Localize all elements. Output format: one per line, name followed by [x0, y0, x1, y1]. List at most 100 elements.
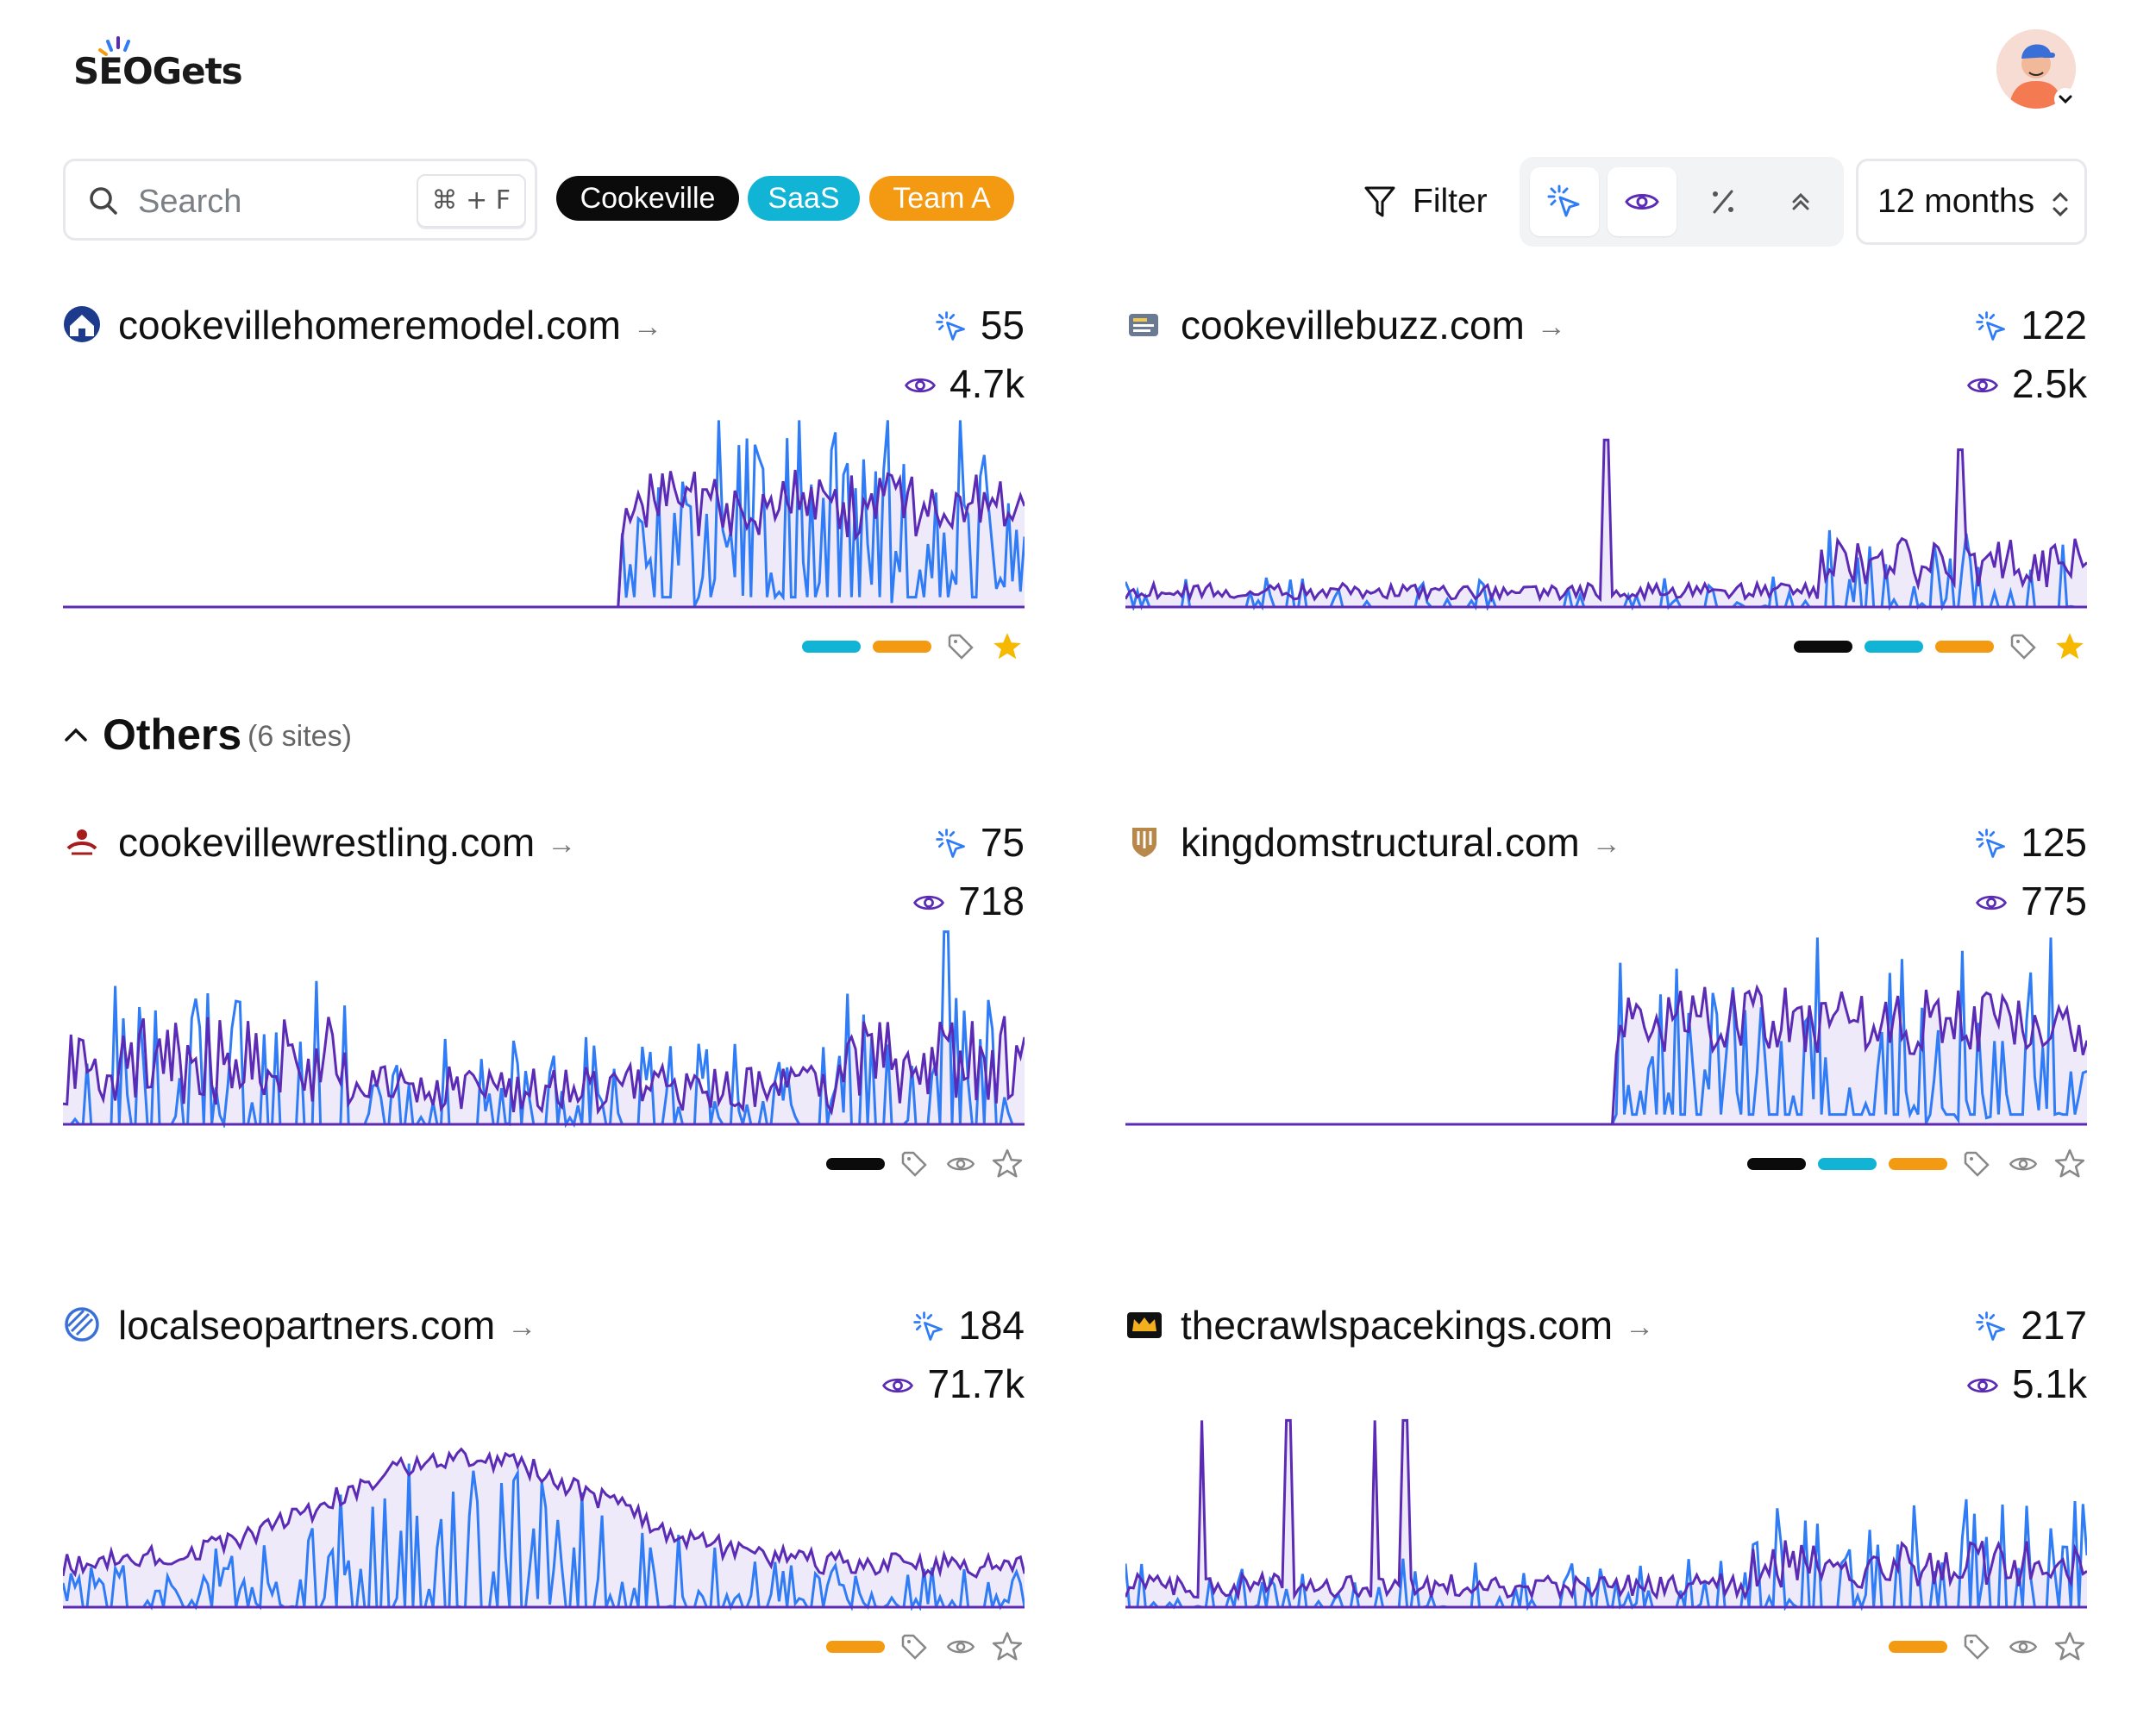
- clicks-metric-toggle[interactable]: [1530, 167, 1599, 236]
- site-domain[interactable]: kingdomstructural.com: [1181, 820, 1580, 865]
- tag-cookeville[interactable]: [826, 1158, 885, 1170]
- tag-team-a[interactable]: [1889, 1158, 1947, 1170]
- chevron-up-icon: [65, 728, 87, 741]
- sparkline-svg: [63, 930, 1025, 1128]
- sparkline-svg: [1125, 1418, 2087, 1611]
- striped-circle-icon: [65, 1307, 99, 1342]
- chevron-down-icon[interactable]: [2053, 86, 2078, 112]
- tag-team-a[interactable]: [826, 1641, 885, 1653]
- traffic-chart: [63, 921, 1025, 1128]
- tag-icon[interactable]: [897, 1147, 931, 1181]
- site-domain[interactable]: cookevillebuzz.com: [1181, 303, 1525, 347]
- star-outline-icon[interactable]: [2053, 1147, 2087, 1181]
- tag-icon[interactable]: [897, 1630, 931, 1664]
- tag-team-a[interactable]: [873, 641, 931, 653]
- star-outline-icon[interactable]: [990, 1147, 1025, 1181]
- site-domain[interactable]: localseopartners.com: [118, 1303, 496, 1348]
- impressions-value: 71.7k: [927, 1361, 1025, 1406]
- sparkline-svg: [1125, 937, 2087, 1126]
- eye-icon[interactable]: [2006, 1630, 2040, 1664]
- traffic-chart: [63, 1404, 1025, 1611]
- app-logo[interactable]: SEOGets: [73, 34, 272, 112]
- tag-team-a[interactable]: [1935, 641, 1994, 653]
- traffic-chart: [1125, 404, 2087, 610]
- double-chevron-up-icon: [1792, 192, 1809, 210]
- clicks-value: 217: [2021, 1303, 2087, 1348]
- eye-icon[interactable]: [943, 1630, 978, 1664]
- impressions-stat: 718: [912, 878, 1025, 924]
- impressions-area: [1125, 1420, 2087, 1607]
- clicks-stat: 122: [1974, 302, 2087, 348]
- site-domain[interactable]: thecrawlspacekings.com: [1181, 1303, 1614, 1348]
- site-domain[interactable]: cookevillewrestling.com: [118, 820, 536, 865]
- site-card[interactable]: kingdomstructural.com → 125 775: [1125, 819, 2087, 1181]
- news-icon: [1129, 314, 1158, 336]
- arrow-right-icon[interactable]: →: [547, 828, 577, 860]
- site-card[interactable]: localseopartners.com → 184 71.7k: [63, 1302, 1025, 1664]
- updown-chevron-icon: [2053, 191, 2068, 217]
- chip-cookeville[interactable]: Cookeville: [556, 176, 739, 221]
- search-input[interactable]: [136, 180, 398, 223]
- position-metric-toggle[interactable]: [1766, 167, 1835, 236]
- traffic-chart: [63, 404, 1025, 610]
- site-card[interactable]: cookevillewrestling.com → 75 718: [63, 819, 1025, 1181]
- arrow-right-icon[interactable]: →: [632, 310, 662, 343]
- others-count: (6 sites): [248, 720, 352, 753]
- arrow-right-icon[interactable]: →: [1625, 1311, 1655, 1343]
- impressions-series-line: [1125, 438, 2087, 603]
- period-select[interactable]: 12 months: [1856, 159, 2087, 245]
- filter-button[interactable]: Filter: [1363, 179, 1488, 224]
- impressions-stat: 2.5k: [1965, 360, 2087, 407]
- eye-icon: [913, 895, 945, 910]
- tag-icon[interactable]: [943, 629, 978, 664]
- tag-saas[interactable]: [802, 641, 861, 653]
- star-outline-icon[interactable]: [2053, 1630, 2087, 1664]
- tag-saas[interactable]: [1865, 641, 1923, 653]
- click-cursor-icon: [1976, 1311, 2006, 1341]
- logo-mark-icon: [98, 36, 130, 56]
- site-card[interactable]: cookevillebuzz.com → 122 2.5k: [1125, 302, 2087, 664]
- impressions-area: [1125, 986, 2087, 1124]
- metric-toggle-group: [1520, 157, 1844, 247]
- arrow-right-icon[interactable]: →: [507, 1311, 537, 1343]
- sparkline-svg: [63, 1447, 1025, 1611]
- arrow-right-icon[interactable]: →: [1591, 828, 1621, 860]
- others-title: Others: [103, 710, 242, 759]
- sparkline-svg: [63, 420, 1025, 609]
- site-domain[interactable]: cookevillehomeremodel.com: [118, 303, 621, 347]
- chip-team-a[interactable]: Team A: [869, 176, 1014, 221]
- tag-cookeville[interactable]: [1747, 1158, 1806, 1170]
- tag-icon[interactable]: [1959, 1147, 1994, 1181]
- chip-saas[interactable]: SaaS: [748, 176, 860, 221]
- star-outline-icon[interactable]: [990, 1630, 1025, 1664]
- eye-icon: [1967, 378, 1999, 393]
- eye-icon[interactable]: [2006, 1147, 2040, 1181]
- percent-icon: [1713, 190, 1733, 214]
- site-card[interactable]: cookevillehomeremodel.com → 55 4.7k: [63, 302, 1025, 664]
- ctr-metric-toggle[interactable]: [1689, 167, 1758, 236]
- tag-saas[interactable]: [1818, 1158, 1877, 1170]
- eye-icon[interactable]: [943, 1147, 978, 1181]
- search-box[interactable]: ⌘ + F: [63, 159, 537, 241]
- card-actions: [1747, 1147, 2087, 1181]
- clicks-value: 122: [2021, 303, 2087, 347]
- traffic-chart: [1125, 1404, 2087, 1611]
- tag-team-a[interactable]: [1889, 1641, 1947, 1653]
- impressions-stat: 4.7k: [903, 360, 1025, 407]
- clicks-series-line: [1125, 937, 2087, 1126]
- star-icon[interactable]: [2053, 629, 2087, 664]
- site-card[interactable]: thecrawlspacekings.com → 217 5.1k: [1125, 1302, 2087, 1664]
- impressions-metric-toggle[interactable]: [1608, 167, 1677, 236]
- impressions-series-line: [63, 1447, 1025, 1580]
- tag-icon[interactable]: [2006, 629, 2040, 664]
- shield-icon: [1132, 828, 1156, 857]
- star-icon[interactable]: [990, 629, 1025, 664]
- clicks-series-line: [63, 1463, 1025, 1611]
- arrow-right-icon[interactable]: →: [1536, 310, 1566, 343]
- clicks-value: 125: [2021, 820, 2087, 865]
- site-link: cookevillehomeremodel.com →: [118, 302, 662, 350]
- tag-icon[interactable]: [1959, 1630, 1994, 1664]
- eye-icon: [905, 378, 937, 393]
- impressions-stat: 5.1k: [1965, 1361, 2087, 1407]
- tag-cookeville[interactable]: [1794, 641, 1852, 653]
